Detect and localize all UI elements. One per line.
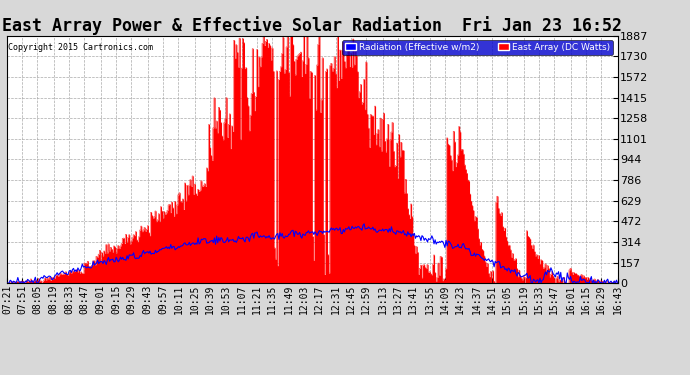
Title: East Array Power & Effective Solar Radiation  Fri Jan 23 16:52: East Array Power & Effective Solar Radia… xyxy=(2,16,622,36)
Legend: Radiation (Effective w/m2), East Array (DC Watts): Radiation (Effective w/m2), East Array (… xyxy=(342,40,613,54)
Text: Copyright 2015 Cartronics.com: Copyright 2015 Cartronics.com xyxy=(8,43,152,52)
